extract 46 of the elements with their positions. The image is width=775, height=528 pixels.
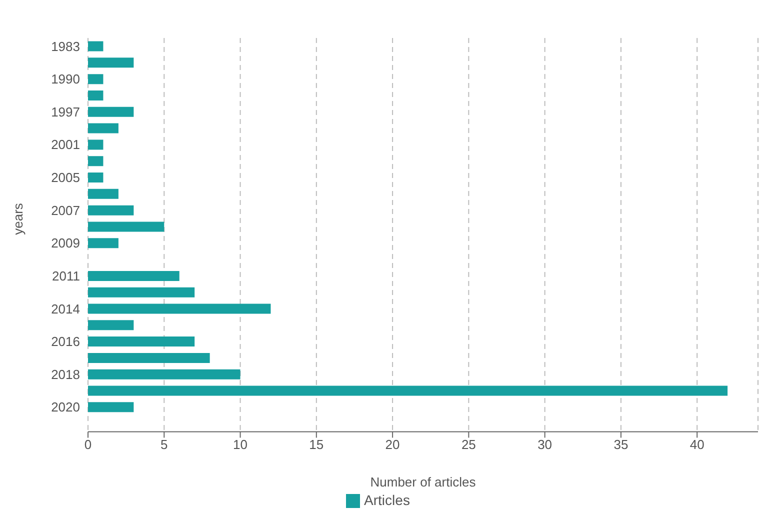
bar — [88, 336, 195, 347]
y-tick-label: 2001 — [51, 137, 80, 152]
bar — [88, 205, 134, 216]
bar — [88, 41, 104, 52]
y-tick-label: 1990 — [51, 72, 80, 87]
bar — [88, 352, 210, 363]
bar — [88, 304, 271, 314]
y-tick-label: 2018 — [51, 366, 80, 382]
y-tick-label: 2011 — [52, 268, 80, 284]
legend-label: Articles — [364, 492, 410, 508]
bar — [88, 106, 134, 117]
y-axis-title: years — [10, 202, 26, 235]
x-tick-label: 15 — [309, 436, 324, 452]
x-tick-label: 20 — [385, 436, 400, 452]
bar — [88, 222, 164, 232]
y-tick-label: 2009 — [51, 236, 80, 251]
bar — [88, 172, 104, 183]
bar — [88, 140, 104, 150]
x-tick-label: 5 — [160, 436, 168, 452]
bar — [88, 402, 134, 412]
x-tick-label: 40 — [690, 436, 704, 452]
bar — [88, 287, 195, 298]
x-tick-label: 30 — [538, 436, 552, 452]
bar — [88, 386, 728, 396]
x-tick-label: 25 — [461, 436, 476, 452]
bar — [88, 188, 118, 199]
y-tick-label: 2007 — [51, 202, 80, 218]
y-tick-label: 2014 — [51, 301, 80, 316]
y-tick-label: 2016 — [51, 334, 80, 350]
bar — [88, 270, 180, 281]
bar — [88, 58, 134, 68]
y-tick-label: 2020 — [51, 400, 80, 415]
bar — [88, 320, 134, 330]
bar — [88, 90, 104, 100]
bar — [88, 369, 240, 380]
bar — [88, 74, 104, 84]
bar — [88, 156, 104, 166]
bar — [88, 123, 118, 134]
x-tick-label: 0 — [84, 436, 92, 452]
x-tick-label: 10 — [233, 436, 248, 452]
bar — [88, 238, 118, 248]
y-tick-label: 1997 — [51, 104, 80, 120]
y-tick-label: 1983 — [51, 38, 80, 54]
y-tick-label: 2005 — [51, 170, 80, 186]
x-axis-title: Number of articles — [370, 474, 476, 490]
x-tick-label: 35 — [614, 436, 628, 452]
